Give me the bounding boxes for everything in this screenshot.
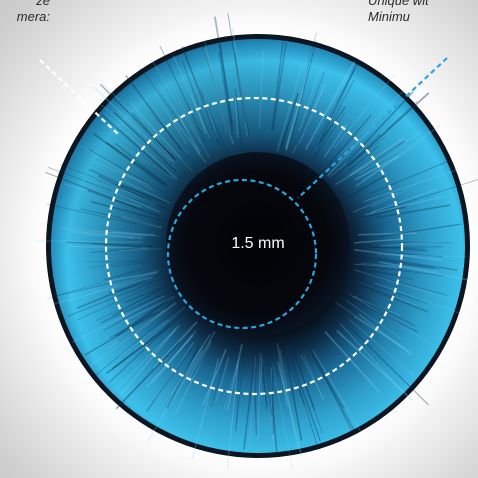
leader-line-right (297, 57, 448, 199)
inner-dashed-circle (166, 178, 318, 330)
pupil (166, 152, 350, 336)
caption-left-line2: mera: (16, 9, 50, 24)
leader-line-left (39, 59, 121, 137)
caption-left: ze mera: (17, 0, 50, 25)
outer-dashed-circle (104, 96, 404, 396)
caption-right-line2: Minimu (368, 9, 410, 24)
caption-left-line1: ze (36, 0, 50, 8)
caption-right-line1: Unique wit (368, 0, 429, 8)
pupil-size-label: 1.5 mm (231, 235, 285, 252)
caption-right: Unique wit Minimu (368, 0, 429, 25)
